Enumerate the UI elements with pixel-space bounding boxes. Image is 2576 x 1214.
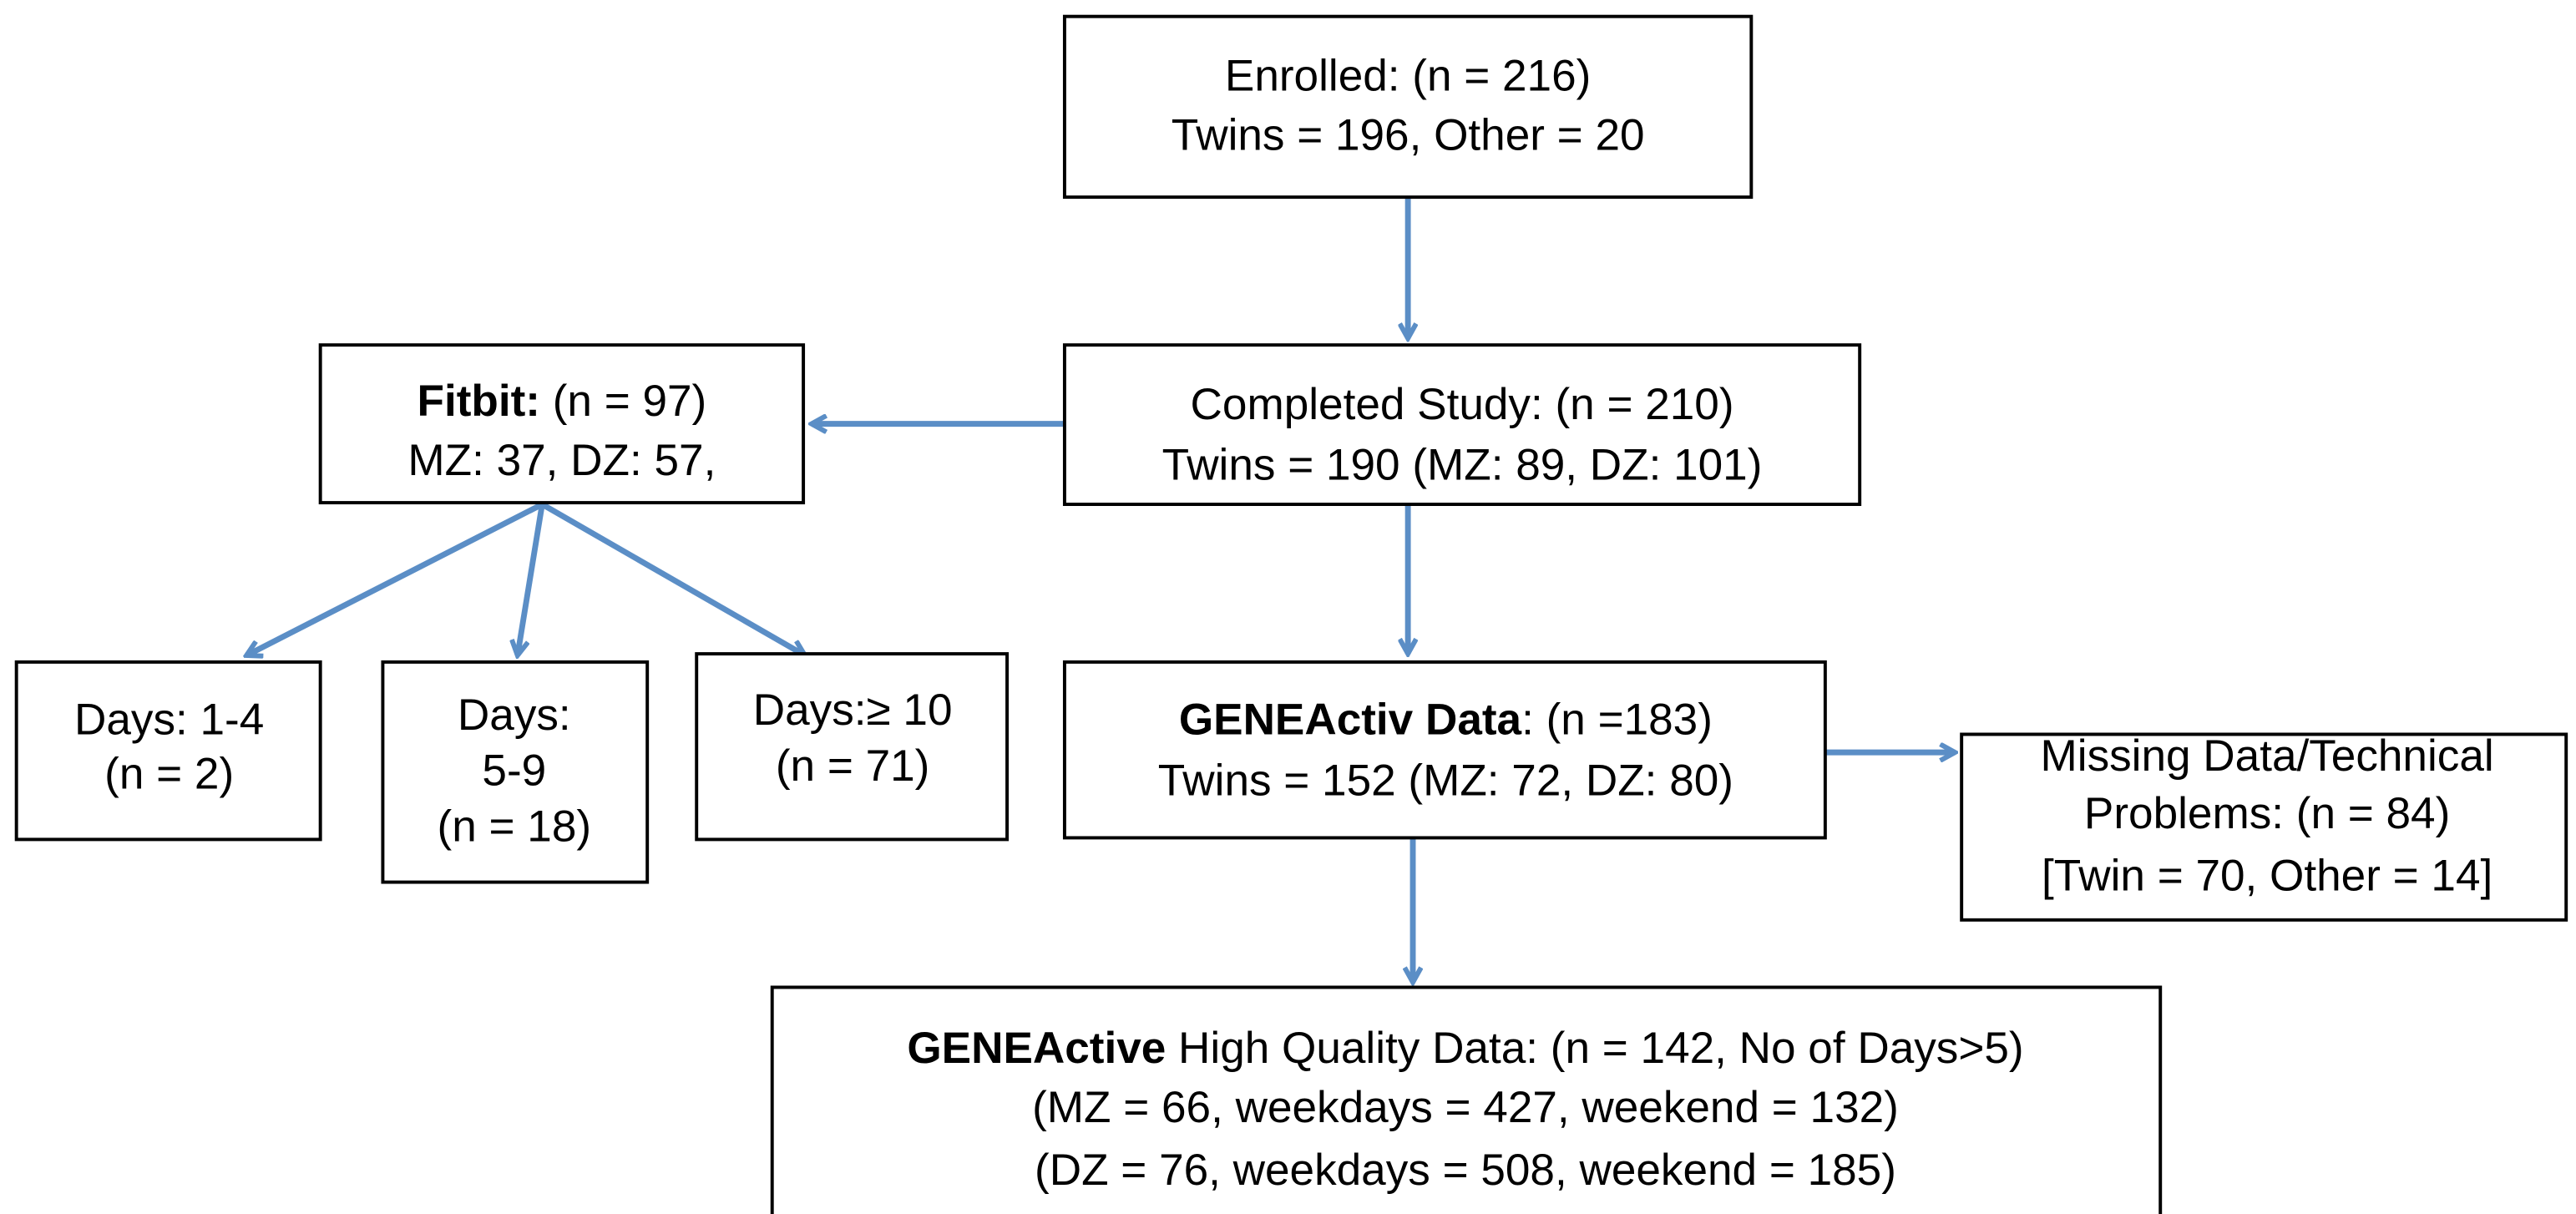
node-text: Problems: (n = 84) <box>2084 789 2450 838</box>
node: Days: 1-4 (n = 2) <box>14 660 322 842</box>
node: Fitbit: (n = 97) MZ: 37, DZ: 57, <box>318 343 806 505</box>
node: GENEActiv Data: (n =183) Twins = 152 (MZ:… <box>1062 660 1827 840</box>
text: Twins = 196, Other = 20 <box>1172 110 1645 159</box>
node: GENEActive High Quality Data: (n = 142, … <box>770 985 2163 1214</box>
arrow <box>246 501 544 655</box>
text: High Quality Data: (n = 142, No of Days>… <box>1166 1024 2023 1073</box>
node-box <box>1960 732 2568 922</box>
node-text: Completed Study: (n = 210) <box>1191 380 1734 429</box>
node-text: Fitbit: (n = 97) <box>418 377 707 426</box>
node-box <box>14 660 322 842</box>
text: (n = 71) <box>776 741 930 791</box>
text: Twins = 152 (MZ: 72, DZ: 80) <box>1158 756 1733 806</box>
bold-text: GENEActiv Data <box>1179 696 1522 745</box>
bold-text: GENEActive <box>907 1024 1166 1073</box>
node-text: GENEActiv Data: (n =183) <box>1179 696 1713 745</box>
text: Days: 1-4 <box>74 696 264 745</box>
node-box <box>318 343 806 505</box>
node-text: Twins = 152 (MZ: 72, DZ: 80) <box>1158 756 1733 806</box>
arrow <box>518 503 545 655</box>
node-box <box>1062 14 1754 200</box>
text: Days:≥ 10 <box>753 685 953 735</box>
node-text: GENEActive High Quality Data: (n = 142, … <box>907 1024 2023 1073</box>
node-text: MZ: 37, DZ: 57, <box>407 436 716 485</box>
text: MZ: 37, DZ: 57, <box>407 436 716 485</box>
node-text: 5-9 <box>482 746 546 796</box>
text: : (n =183) <box>1521 696 1713 745</box>
node-text: Enrolled: (n = 216) <box>1225 51 1591 100</box>
text: Days: <box>458 690 571 740</box>
text: Missing Data/Technical <box>2041 731 2494 781</box>
node-text: Days: 1-4 <box>74 696 264 745</box>
node-text: Days:≥ 10 <box>753 685 953 735</box>
node-box <box>695 652 1010 842</box>
node-text: [Twin = 70, Other = 14] <box>2042 852 2492 901</box>
node: Days: 5-9 (n = 18) <box>381 660 650 884</box>
text: Twins = 190 (MZ: 89, DZ: 101) <box>1162 441 1763 490</box>
node-box <box>1062 660 1827 840</box>
text: Enrolled: (n = 216) <box>1225 51 1591 100</box>
text: Problems: (n = 84) <box>2084 789 2450 838</box>
bold-text: Fitbit: <box>418 377 540 426</box>
text: (n = 2) <box>104 750 234 799</box>
node: Missing Data/Technical Problems: (n = 84)… <box>1960 731 2568 922</box>
node: Completed Study: (n = 210) Twins = 190 (M… <box>1062 343 1862 507</box>
arrow <box>540 502 805 655</box>
node: Enrolled: (n = 216) Twins = 196, Other = … <box>1062 14 1754 200</box>
node: Days:≥ 10 (n = 71) <box>695 652 1010 842</box>
node-text: (MZ = 66, weekdays = 427, weekend = 132) <box>1032 1083 1899 1132</box>
text: (MZ = 66, weekdays = 427, weekend = 132) <box>1032 1083 1899 1132</box>
text: Completed Study: (n = 210) <box>1191 380 1734 429</box>
text: (DZ = 76, weekdays = 508, weekend = 185) <box>1035 1146 1896 1195</box>
node-box <box>381 660 650 884</box>
node-text: Twins = 196, Other = 20 <box>1172 110 1645 159</box>
node-box <box>770 985 2163 1214</box>
node-text: (n = 18) <box>438 802 592 852</box>
boxes: Enrolled: (n = 216) Twins = 196, Other = … <box>14 14 2568 1214</box>
node-text: (n = 71) <box>776 741 930 791</box>
node-text: Days: <box>458 690 571 740</box>
text: (n = 18) <box>438 802 592 852</box>
text: [Twin = 70, Other = 14] <box>2042 852 2492 901</box>
node-text: Twins = 190 (MZ: 89, DZ: 101) <box>1162 441 1763 490</box>
node-text: Missing Data/Technical <box>2041 731 2494 781</box>
text: 5-9 <box>482 746 546 796</box>
arrows <box>246 197 1955 982</box>
node-box <box>1062 343 1862 507</box>
node-text: (DZ = 76, weekdays = 508, weekend = 185) <box>1035 1146 1896 1195</box>
node-text: (n = 2) <box>104 750 234 799</box>
text: (n = 97) <box>540 377 706 426</box>
